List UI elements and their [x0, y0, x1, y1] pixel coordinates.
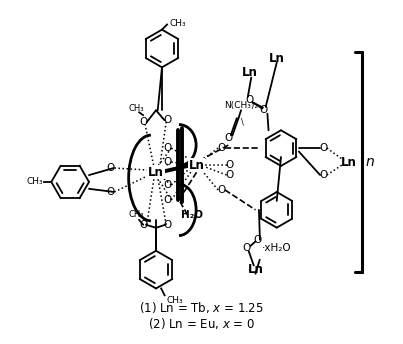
Text: O: O: [139, 220, 147, 230]
Text: O: O: [217, 185, 226, 195]
Text: CH₃: CH₃: [129, 104, 144, 113]
Text: O: O: [107, 163, 115, 173]
Text: Ln: Ln: [241, 66, 258, 79]
Text: CH₃: CH₃: [170, 19, 187, 28]
Text: \: \: [241, 118, 244, 127]
Text: CH₃: CH₃: [129, 210, 144, 219]
Text: O: O: [164, 157, 172, 167]
Text: Ln: Ln: [269, 52, 285, 65]
Text: $n$: $n$: [365, 155, 375, 169]
Text: O: O: [226, 160, 234, 170]
Text: H₂O: H₂O: [181, 210, 203, 220]
Text: Ln: Ln: [341, 155, 357, 169]
Text: O: O: [224, 133, 233, 143]
Text: O: O: [260, 105, 268, 115]
Text: Ln: Ln: [247, 263, 264, 276]
Text: N(CH₃)₂: N(CH₃)₂: [224, 101, 258, 110]
Text: O: O: [107, 187, 115, 197]
Text: O: O: [164, 115, 172, 125]
Text: O: O: [164, 195, 172, 205]
Text: Ln: Ln: [189, 159, 205, 172]
Text: ·xH₂O: ·xH₂O: [262, 243, 291, 253]
Text: (2) Ln = Eu, $x$ = 0: (2) Ln = Eu, $x$ = 0: [148, 316, 255, 331]
Text: O: O: [253, 235, 261, 245]
Text: O: O: [226, 170, 234, 180]
Text: O: O: [243, 243, 251, 253]
Text: (1) Ln = Tb, $x$ = 1.25: (1) Ln = Tb, $x$ = 1.25: [139, 300, 264, 315]
Text: O: O: [164, 143, 172, 153]
Text: O: O: [319, 143, 328, 153]
Text: O: O: [245, 95, 253, 105]
Text: O: O: [164, 220, 172, 230]
Text: Ln: Ln: [148, 165, 164, 179]
Text: O: O: [217, 143, 226, 153]
Text: CH₃: CH₃: [166, 296, 183, 305]
Text: O: O: [164, 180, 172, 190]
Text: O: O: [139, 117, 147, 127]
Text: CH₃: CH₃: [26, 178, 43, 186]
Text: O: O: [319, 170, 328, 180]
